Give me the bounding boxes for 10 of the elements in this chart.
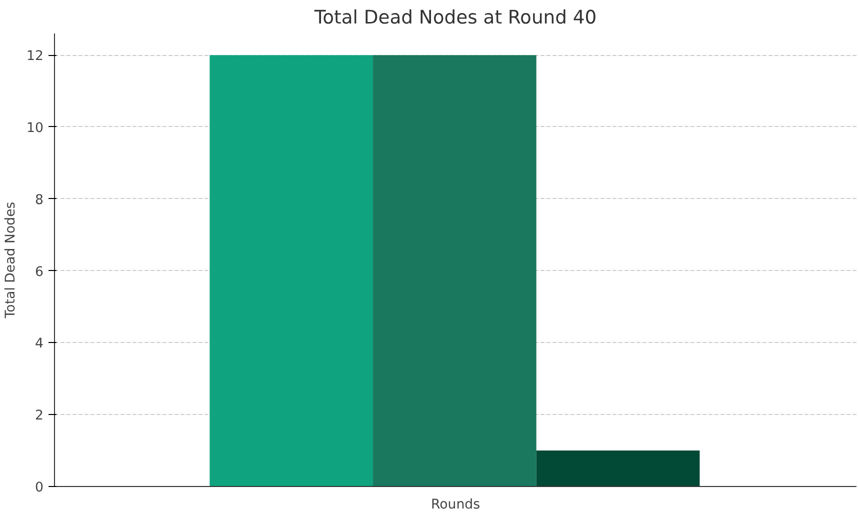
chart-title: Total Dead Nodes at Round 40 [313, 8, 597, 28]
y-axis-title: Total Dead Nodes [4, 202, 19, 320]
y-tick-label: 0 [35, 480, 44, 496]
y-tick-label: 2 [35, 408, 44, 424]
y-tick-label: 12 [26, 49, 44, 64]
y-tick-label: 6 [35, 264, 44, 280]
y-tick-label: 4 [35, 336, 44, 352]
y-tick-label: 8 [35, 192, 44, 208]
x-axis-title: Rounds [430, 498, 480, 512]
y-tick-label: 10 [26, 120, 44, 136]
